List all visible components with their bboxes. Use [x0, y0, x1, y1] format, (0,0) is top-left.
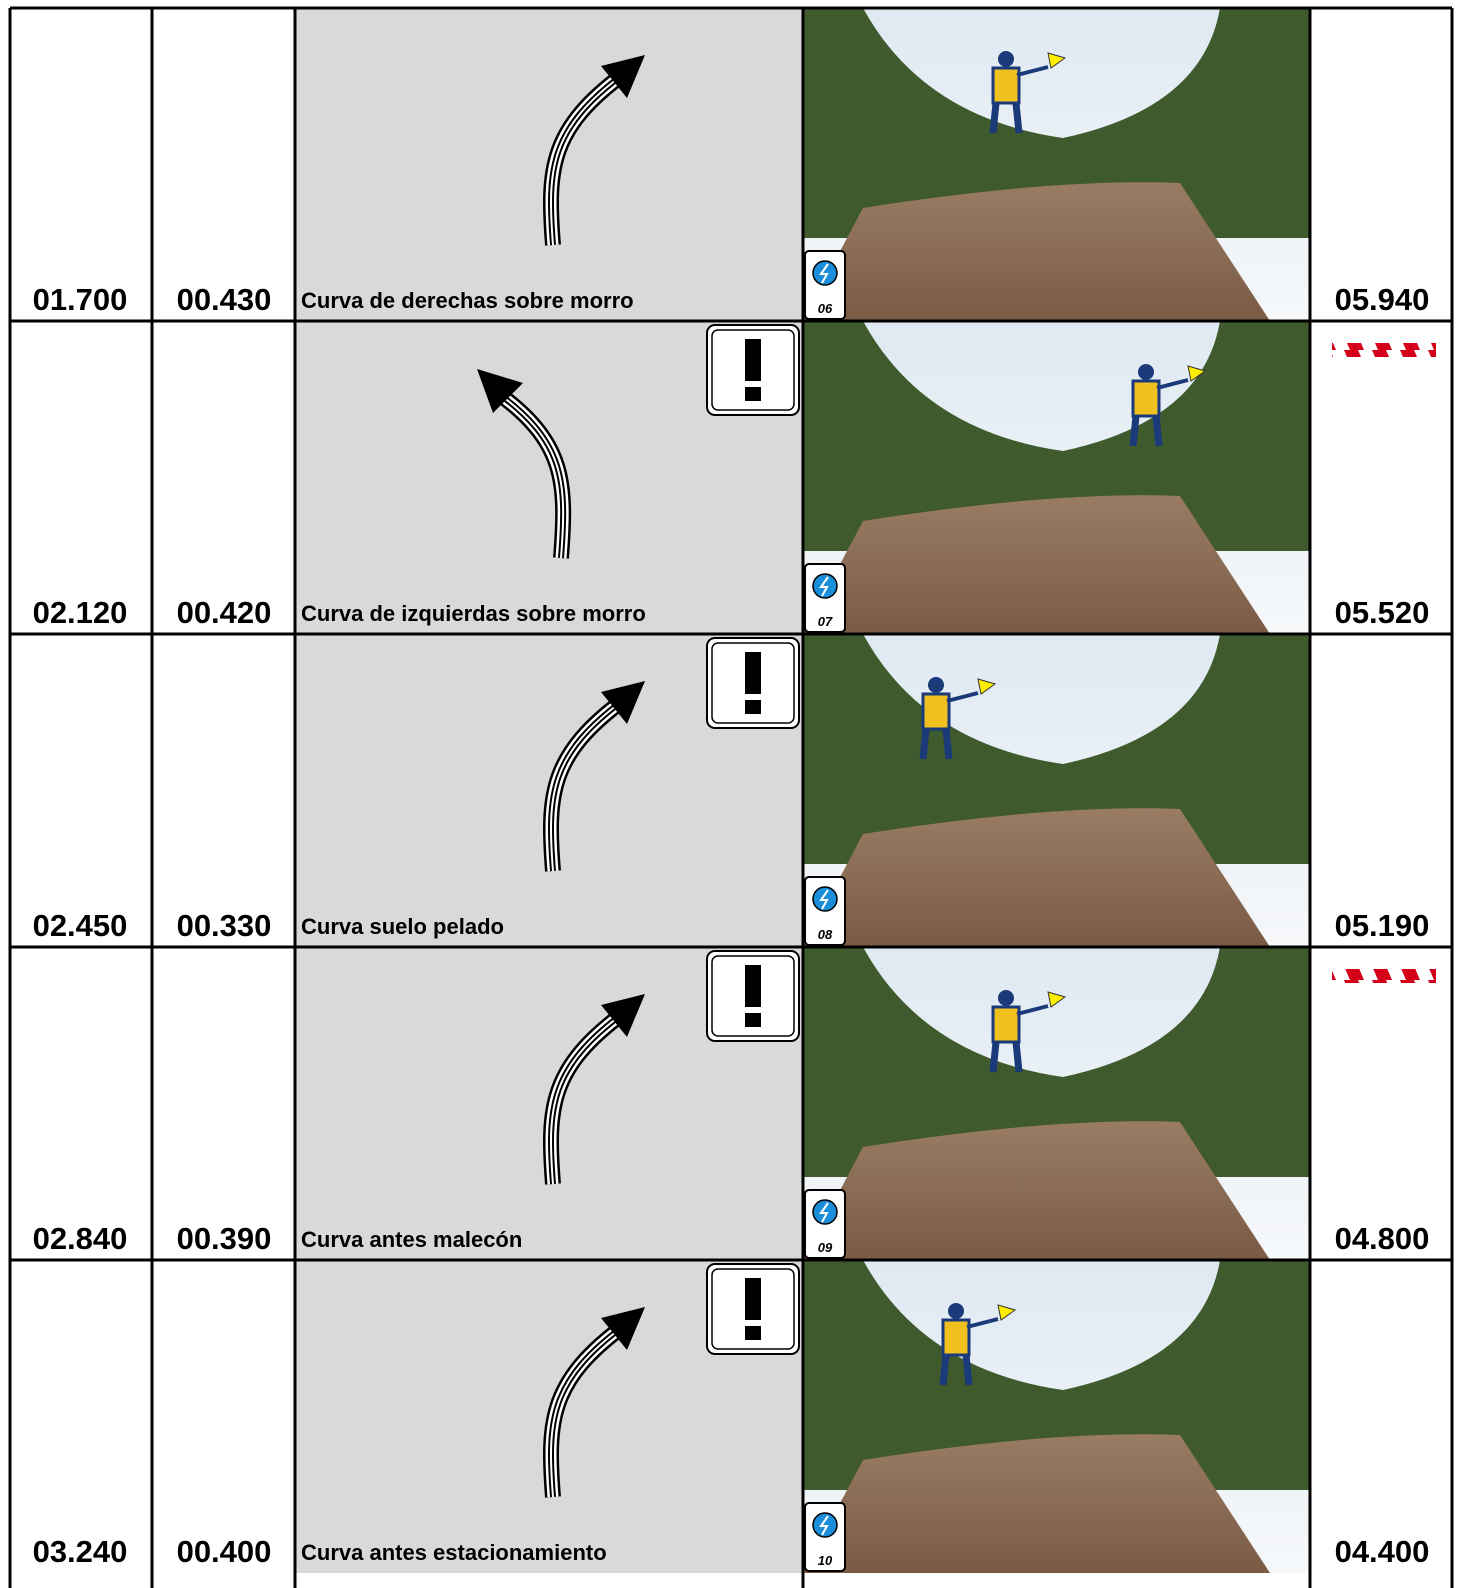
- row: 09 02.840 00.390 Curva antes malecón 04.800: [10, 947, 1452, 1260]
- photo: [803, 947, 1310, 1260]
- marshal-number: 07: [818, 614, 833, 629]
- description: Curva suelo pelado: [301, 914, 504, 939]
- marshal-number: 06: [818, 301, 833, 316]
- description: Curva de izquierdas sobre morro: [301, 601, 646, 626]
- marshal-head: [998, 51, 1014, 67]
- partial-distance: 00.420: [177, 595, 272, 630]
- caution-dot: [745, 700, 761, 714]
- description: Curva antes estacionamiento: [301, 1540, 607, 1565]
- total-distance: 03.240: [33, 1534, 128, 1569]
- row: 10 03.240 00.400 Curva antes estacionamient…: [10, 1260, 1452, 1573]
- marshal-body: [993, 1007, 1019, 1042]
- marshal-number: 10: [818, 1553, 833, 1568]
- page: 06 01.700 00.430 Curva de derechas sobre mo…: [0, 0, 1472, 1588]
- total-distance: 02.120: [33, 595, 128, 630]
- total-distance: 02.450: [33, 908, 128, 943]
- marshal-number: 09: [818, 1240, 833, 1255]
- caution-bar: [745, 339, 761, 381]
- photo: [803, 8, 1310, 321]
- marshal-body: [993, 68, 1019, 103]
- total-distance: 02.840: [33, 1221, 128, 1256]
- barrier-tape: [1332, 969, 1436, 983]
- row: 06 01.700 00.430 Curva de derechas sobre mo…: [10, 8, 1452, 321]
- roadbook: 06 01.700 00.430 Curva de derechas sobre mo…: [0, 0, 1472, 1588]
- marshal-head: [1138, 364, 1154, 380]
- caution-bar: [745, 965, 761, 1007]
- caution-bar: [745, 652, 761, 694]
- partial-distance: 00.430: [177, 282, 272, 317]
- description: Curva de derechas sobre morro: [301, 288, 634, 313]
- caution-dot: [745, 1326, 761, 1340]
- row: 07 02.120 00.420 Curva de izquierdas sobre …: [10, 321, 1452, 634]
- marshal-body: [923, 694, 949, 729]
- barrier-tape: [1332, 343, 1436, 357]
- partial-distance: 00.390: [177, 1221, 272, 1256]
- description: Curva antes malecón: [301, 1227, 522, 1252]
- marshal-number: 08: [818, 927, 833, 942]
- photo: [803, 321, 1310, 634]
- caution-dot: [745, 1013, 761, 1027]
- remaining-distance: 05.940: [1335, 282, 1430, 317]
- remaining-distance: 05.190: [1335, 908, 1430, 943]
- remaining-distance: 05.520: [1335, 595, 1430, 630]
- remaining-distance: 04.400: [1335, 1534, 1430, 1569]
- marshal-head: [928, 677, 944, 693]
- marshal-head: [998, 990, 1014, 1006]
- total-distance: 01.700: [33, 282, 128, 317]
- photo: [803, 634, 1310, 947]
- photo: [803, 1260, 1310, 1573]
- partial-distance: 00.400: [177, 1534, 272, 1569]
- marshal-head: [948, 1303, 964, 1319]
- caution-dot: [745, 387, 761, 401]
- caution-bar: [745, 1278, 761, 1320]
- marshal-body: [943, 1320, 969, 1355]
- partial-distance: 00.330: [177, 908, 272, 943]
- marshal-body: [1133, 381, 1159, 416]
- remaining-distance: 04.800: [1335, 1221, 1430, 1256]
- row: 08 02.450 00.330 Curva suelo pelado 05.190: [10, 634, 1452, 947]
